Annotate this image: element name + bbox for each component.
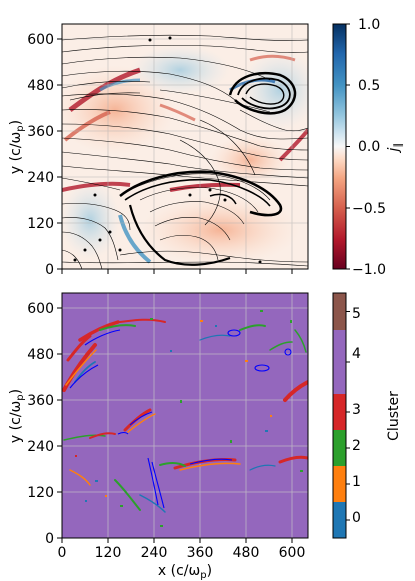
bottom-ytick-label: 240 [27, 439, 54, 455]
top-y-tick-labels: 0 120 240 360 480 600 [27, 32, 54, 278]
current-density-map [62, 24, 308, 269]
cluster-tick-label: 3 [352, 402, 361, 418]
cluster-color-block [333, 330, 346, 394]
top-ytick-label: 240 [27, 170, 54, 186]
cluster-tick-label: 2 [352, 438, 361, 454]
bottom-xtick-label: 480 [233, 545, 260, 561]
current-sheet-contours [69, 329, 292, 509]
colorbar-tick-label: 1.0 [358, 17, 380, 33]
top-ytick-label: 600 [27, 32, 54, 48]
bottom-ytick-label: 120 [27, 485, 54, 501]
top-ytick-label: 360 [27, 124, 54, 140]
streamlines [62, 34, 308, 269]
top-x-ticks [61, 269, 293, 274]
colorbar-tick-label: −0.5 [352, 201, 386, 217]
cluster-tick-label: 0 [352, 510, 361, 526]
top-axes-frame [61, 23, 309, 270]
bottom-y-axis-label: y (c/ωp) [8, 389, 26, 443]
bottom-xtick-label: 360 [187, 545, 214, 561]
bottom-y-ticks [57, 307, 62, 539]
cluster-colorbar-label: Cluster [386, 391, 402, 441]
bottom-xtick-label: 0 [58, 545, 67, 561]
top-y-axis-label: y (c/ωp) [8, 120, 26, 174]
top-y-ticks [57, 38, 62, 270]
top-ytick-label: 480 [27, 78, 54, 94]
bottom-ytick-label: 480 [27, 347, 54, 363]
bottom-x-axis-label: x (c/ωp) [158, 563, 212, 581]
bottom-axes-frame [61, 292, 309, 539]
bottom-xtick-label: 240 [141, 545, 168, 561]
colorbar-tick-label: −1.0 [352, 262, 386, 278]
bottom-x-tick-labels: 0 120 240 360 480 600 [58, 545, 306, 561]
cluster-tick-label: 4 [352, 346, 361, 362]
cluster-tick-label: 5 [352, 306, 361, 322]
bottom-xtick-label: 120 [95, 545, 122, 561]
cluster-color-block [333, 502, 346, 538]
cluster-color-block [333, 466, 346, 502]
cluster-map [62, 293, 308, 538]
null-points [73, 36, 262, 264]
colorbar-tick-label: 0.0 [358, 139, 380, 155]
bottom-ytick-label: 360 [27, 393, 54, 409]
bottom-xtick-label: 600 [279, 545, 306, 561]
bottom-ytick-label: 0 [45, 531, 54, 547]
cluster-color-block [333, 293, 346, 330]
bottom-y-tick-labels: 0 120 240 360 480 600 [27, 301, 54, 547]
top-ytick-label: 120 [27, 216, 54, 232]
cluster-color-block [333, 430, 346, 466]
top-panel: 0 120 240 360 480 600 y (c/ωp) −1.0 −0.5… [8, 17, 404, 278]
bottom-panel: 0 120 240 360 480 600 0 120 240 360 480 … [8, 292, 402, 581]
cluster-filaments [62, 318, 308, 513]
cluster-speckles [75, 310, 303, 527]
top-ytick-label: 0 [45, 262, 54, 278]
cluster-color-blocks [333, 293, 346, 538]
colorbar-tick-label: 0.5 [358, 78, 380, 94]
top-colorbar: −1.0 −0.5 0.0 0.5 1.0 j∥ [332, 17, 404, 278]
bottom-ytick-label: 600 [27, 301, 54, 317]
cluster-tick-label: 1 [352, 474, 361, 490]
plasmoid-loops [119, 71, 297, 266]
bottom-x-ticks [61, 538, 293, 543]
cluster-colorbar: 0 1 2 3 4 5 Cluster [332, 292, 402, 539]
cluster-color-block [333, 394, 346, 430]
colorbar-label: j∥ [386, 143, 404, 154]
colorbar-gradient [332, 23, 347, 270]
